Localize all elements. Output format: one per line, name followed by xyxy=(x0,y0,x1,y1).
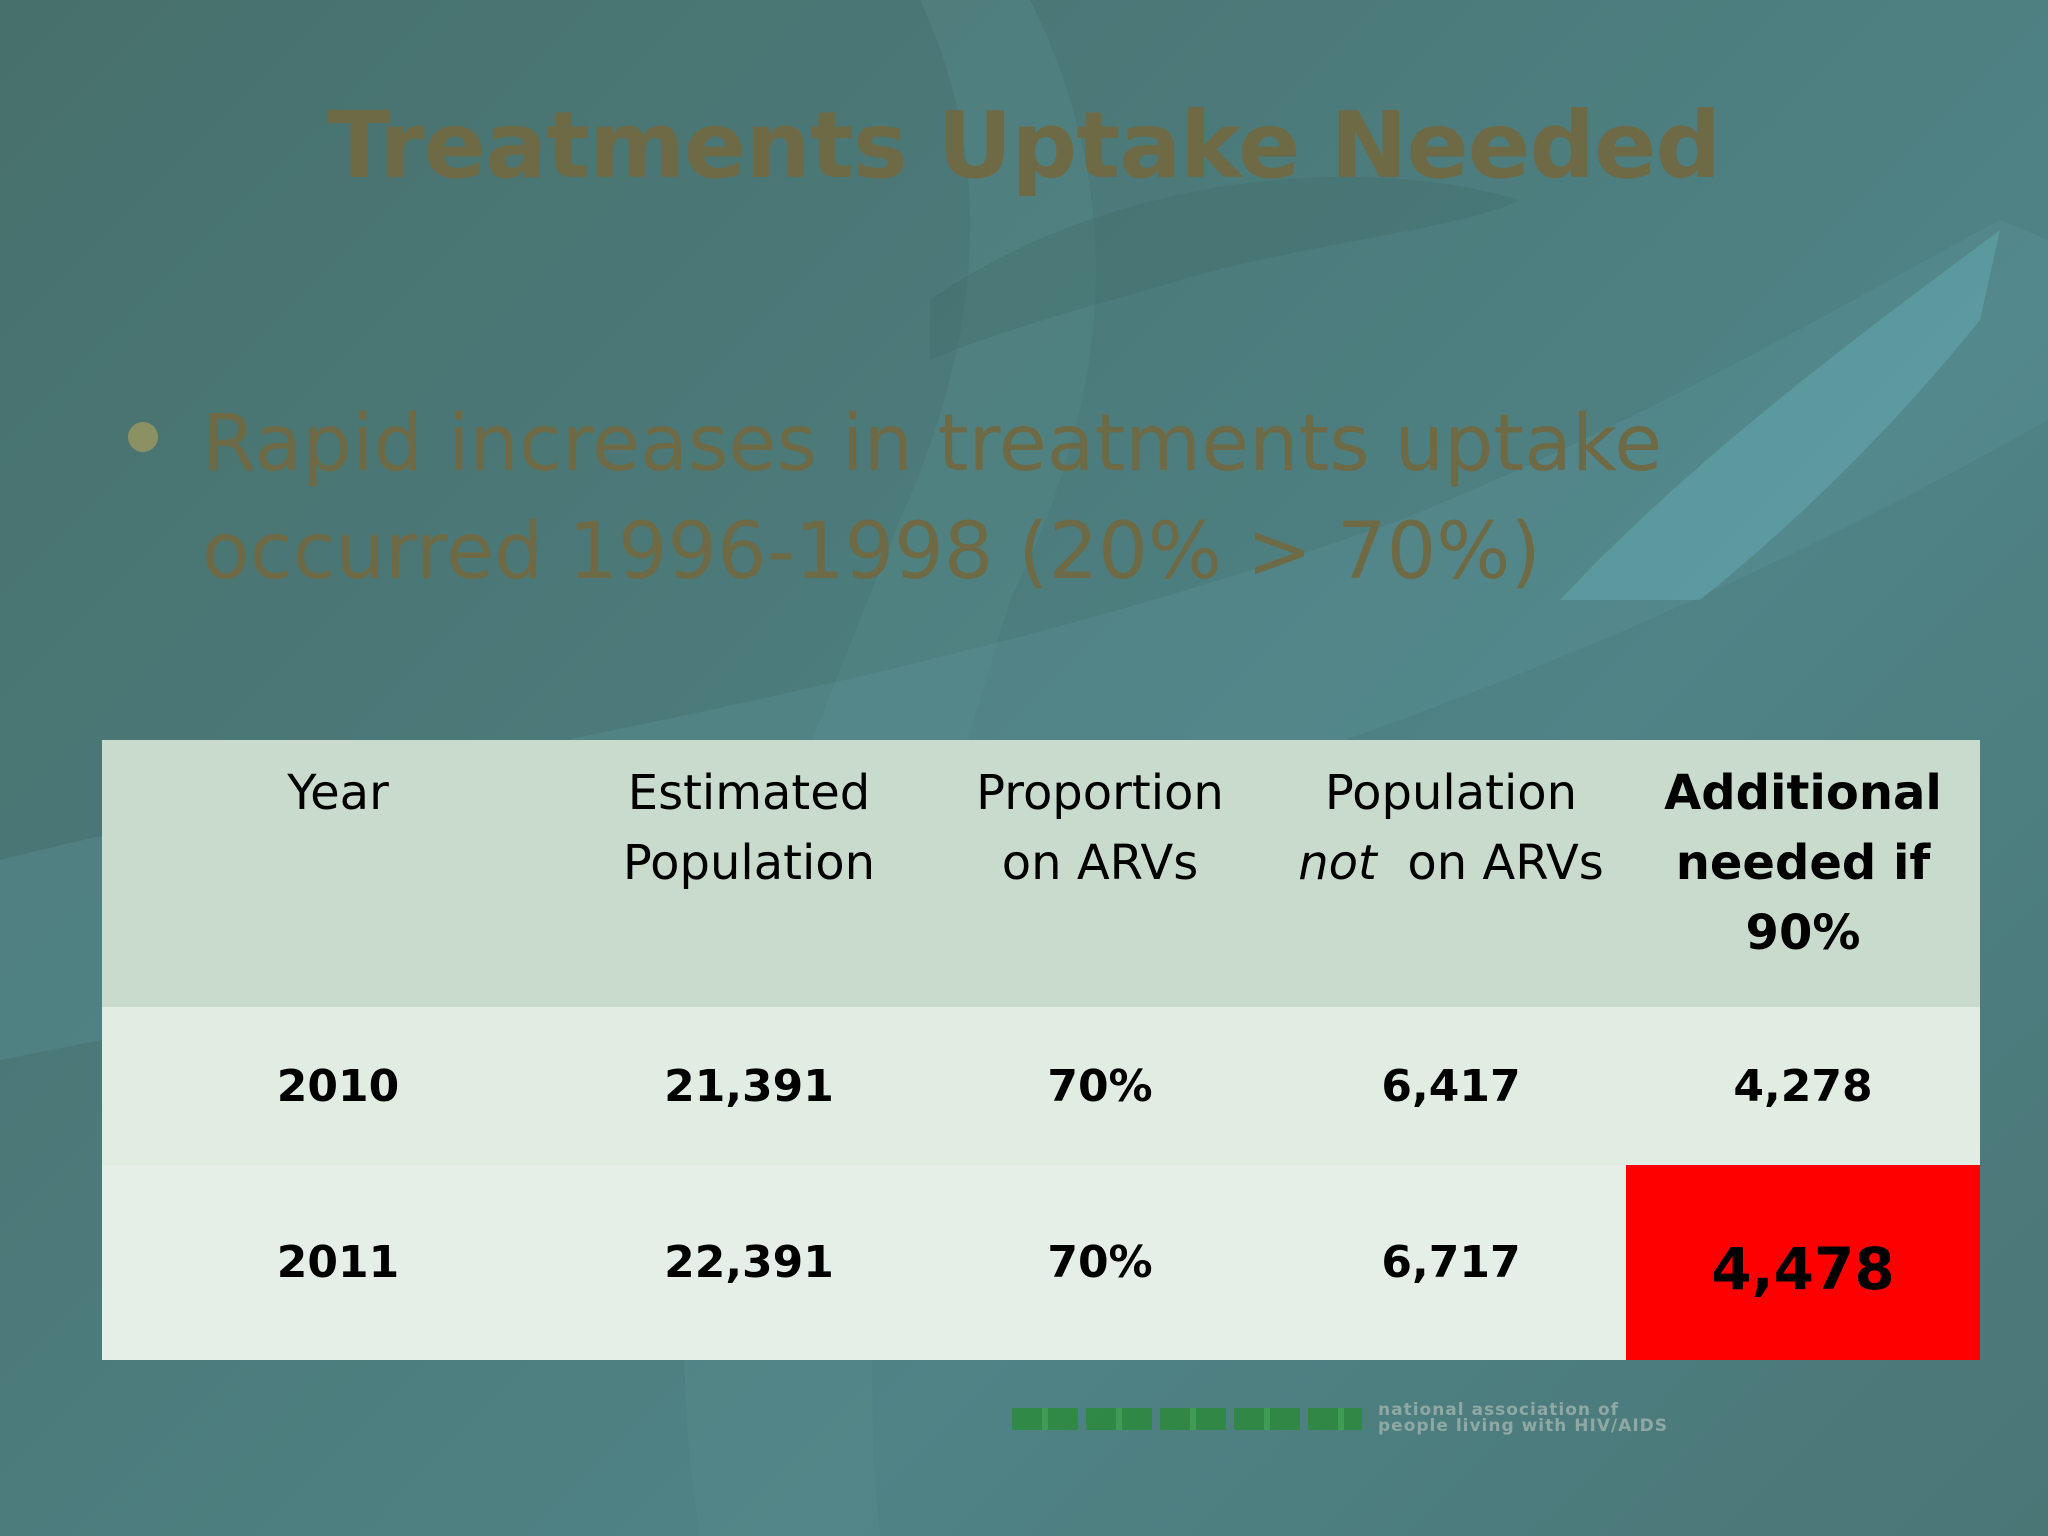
table-row: 2011 22,391 70% 6,717 4,478 xyxy=(102,1165,1980,1360)
logo-line2: people living with HIV/AIDS xyxy=(1378,1416,1669,1436)
cell-proportion: 70% xyxy=(924,1007,1276,1165)
cell-not-on-arvs: 6,417 xyxy=(1276,1007,1626,1165)
header-year-line1: Year xyxy=(287,765,389,821)
header-not-on-line1: Population xyxy=(1324,765,1578,821)
cell-not-on-arvs: 6,717 xyxy=(1276,1165,1626,1360)
header-population-not-on-arvs: Population not on ARVs xyxy=(1276,740,1626,1007)
header-proportion-line2: on ARVs xyxy=(1001,835,1199,891)
header-estimated-population: Estimated Population xyxy=(574,740,924,1007)
cell-year: 2011 xyxy=(102,1165,574,1360)
header-additional-line1: Additional xyxy=(1664,765,1942,821)
cell-year: 2010 xyxy=(102,1007,574,1165)
header-estimated-line2: Population xyxy=(622,835,876,891)
header-additional-line3: 90% xyxy=(1745,905,1861,961)
header-additional-line2: needed if xyxy=(1675,835,1931,891)
cell-proportion: 70% xyxy=(924,1165,1276,1360)
header-not-on-line2: not on ARVs xyxy=(1277,828,1625,898)
header-proportion-on-arvs: Proportion on ARVs xyxy=(924,740,1276,1007)
header-estimated-line1: Estimated xyxy=(627,765,871,821)
header-year: Year xyxy=(102,740,574,1007)
header-not-emphasis: not xyxy=(1298,835,1377,891)
header-not-on-line2-rest: on ARVs xyxy=(1407,835,1604,891)
napwha-logo-mark xyxy=(1012,1408,1362,1430)
logo-line1: national association of xyxy=(1378,1400,1620,1420)
napwha-logo-text: national association of people living wi… xyxy=(1378,1400,1938,1436)
napwha-logo: national association of people living wi… xyxy=(1012,1402,1932,1435)
slide-title: Treatments Uptake Needed xyxy=(327,92,1722,199)
cell-additional-highlighted: 4,478 xyxy=(1626,1165,1980,1360)
treatment-uptake-table: Year Estimated Population Proportion on … xyxy=(102,740,1980,1360)
table-row: 2010 21,391 70% 6,417 4,278 xyxy=(102,1007,1980,1165)
table-header-row: Year Estimated Population Proportion on … xyxy=(102,740,1980,1007)
cell-estimated-population: 21,391 xyxy=(574,1007,924,1165)
header-additional-needed: Additional needed if 90% xyxy=(1626,740,1980,1007)
bullet-dot-icon xyxy=(128,422,158,452)
bullet-text: Rapid increases in treatments uptake occ… xyxy=(202,399,1663,597)
cell-estimated-population: 22,391 xyxy=(574,1165,924,1360)
header-proportion-line1: Proportion xyxy=(976,765,1224,821)
cell-additional: 4,278 xyxy=(1626,1007,1980,1165)
